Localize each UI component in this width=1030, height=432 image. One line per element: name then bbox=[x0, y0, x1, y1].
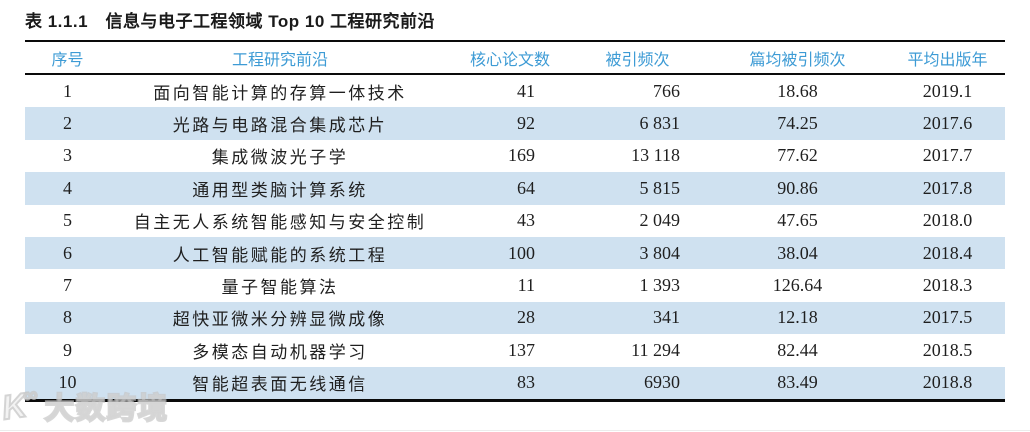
page-bottom-divider bbox=[0, 430, 1030, 431]
cell-citations: 766 bbox=[653, 80, 680, 101]
table-row: 4 通用型类脑计算系统 64 5 815 90.86 2017.8 bbox=[25, 172, 1005, 205]
cell-citations: 6930 bbox=[644, 372, 680, 393]
table-row: 1 面向智能计算的存算一体技术 41 766 18.68 2019.1 bbox=[25, 74, 1005, 107]
research-fronts-table: 序号 工程研究前沿 核心论文数 被引频次 篇均被引频次 平均出版年 1 面向智能计… bbox=[25, 40, 1005, 402]
cell-front: 超快亚微米分辨显微成像 bbox=[172, 310, 388, 330]
cell-year: 2017.8 bbox=[922, 177, 973, 198]
cell-year: 2018.0 bbox=[922, 210, 973, 231]
cell-year: 2018.4 bbox=[922, 242, 973, 263]
cell-cpp: 77.62 bbox=[777, 145, 818, 166]
header-citations: 被引频次 bbox=[570, 41, 705, 75]
header-row: 序号 工程研究前沿 核心论文数 被引频次 篇均被引频次 平均出版年 bbox=[25, 41, 1005, 75]
cell-papers: 137 bbox=[508, 339, 535, 360]
cell-citations: 2 049 bbox=[639, 210, 681, 231]
cell-papers: 64 bbox=[517, 177, 535, 198]
cell-front: 人工智能赋能的系统工程 bbox=[172, 245, 388, 265]
table-row: 2 光路与电路混合集成芯片 92 6 831 74.25 2017.6 bbox=[25, 107, 1005, 140]
cell-rank: 1 bbox=[63, 80, 72, 101]
cell-year: 2018.3 bbox=[922, 275, 973, 296]
header-rank: 序号 bbox=[25, 41, 110, 75]
cell-rank: 4 bbox=[63, 177, 72, 198]
cell-citations: 6 831 bbox=[639, 113, 681, 134]
header-papers: 核心论文数 bbox=[450, 41, 570, 75]
cell-front: 量子智能算法 bbox=[221, 278, 339, 298]
table-row: 6 人工智能赋能的系统工程 100 3 804 38.04 2018.4 bbox=[25, 236, 1005, 270]
cell-front: 光路与电路混合集成芯片 bbox=[172, 116, 388, 136]
cell-papers: 41 bbox=[517, 80, 535, 101]
table-header: 序号 工程研究前沿 核心论文数 被引频次 篇均被引频次 平均出版年 bbox=[25, 41, 1005, 75]
cell-rank: 8 bbox=[63, 307, 72, 328]
cell-front: 多模态自动机器学习 bbox=[192, 342, 368, 362]
cell-front: 智能超表面无线通信 bbox=[192, 375, 368, 395]
cell-papers: 169 bbox=[508, 145, 535, 166]
cell-cpp: 47.65 bbox=[777, 210, 818, 231]
cell-front: 通用型类脑计算系统 bbox=[192, 180, 368, 200]
table-container: 序号 工程研究前沿 核心论文数 被引频次 篇均被引频次 平均出版年 1 面向智能计… bbox=[25, 40, 1005, 402]
table-row: 7 量子智能算法 11 1 393 126.64 2018.3 bbox=[25, 269, 1005, 301]
cell-year: 2019.1 bbox=[922, 80, 973, 101]
table-row: 3 集成微波光子学 169 13 118 77.62 2017.7 bbox=[25, 140, 1005, 172]
header-year: 平均出版年 bbox=[890, 41, 1005, 75]
cell-citations: 341 bbox=[653, 307, 680, 328]
cell-citations: 1 393 bbox=[639, 275, 681, 296]
table-row: 9 多模态自动机器学习 137 11 294 82.44 2018.5 bbox=[25, 334, 1005, 366]
cell-cpp: 82.44 bbox=[777, 339, 818, 360]
cell-year: 2017.7 bbox=[922, 145, 973, 166]
cell-rank: 9 bbox=[63, 339, 72, 360]
cell-year: 2018.8 bbox=[922, 372, 973, 393]
header-cpp: 篇均被引频次 bbox=[705, 41, 890, 75]
cell-year: 2018.5 bbox=[922, 339, 973, 360]
table-row: 5 自主无人系统智能感知与安全控制 43 2 049 47.65 2018.0 bbox=[25, 205, 1005, 237]
cell-year: 2017.5 bbox=[922, 307, 973, 328]
cell-cpp: 18.68 bbox=[777, 80, 818, 101]
cell-papers: 92 bbox=[517, 113, 535, 134]
cell-year: 2017.6 bbox=[922, 113, 973, 134]
cell-citations: 3 804 bbox=[639, 242, 681, 263]
cell-rank: 7 bbox=[63, 275, 72, 296]
cell-citations: 13 118 bbox=[631, 145, 680, 166]
cell-papers: 83 bbox=[517, 372, 535, 393]
cell-papers: 28 bbox=[517, 307, 535, 328]
cell-rank: 5 bbox=[63, 210, 72, 231]
table-title: 表 1.1.1 信息与电子工程领域 Top 10 工程研究前沿 bbox=[25, 12, 436, 31]
cell-citations: 5 815 bbox=[639, 177, 681, 198]
cell-papers: 43 bbox=[517, 210, 535, 231]
table-row: 10 智能超表面无线通信 83 6930 83.49 2018.8 bbox=[25, 366, 1005, 401]
cell-front: 集成微波光子学 bbox=[211, 148, 349, 168]
table-row: 8 超快亚微米分辨显微成像 28 341 12.18 2017.5 bbox=[25, 301, 1005, 335]
cell-citations: 11 294 bbox=[631, 339, 680, 360]
cell-papers: 100 bbox=[508, 242, 535, 263]
cell-cpp: 126.64 bbox=[772, 275, 823, 296]
cell-cpp: 90.86 bbox=[777, 177, 818, 198]
cell-cpp: 38.04 bbox=[777, 242, 818, 263]
table-body: 1 面向智能计算的存算一体技术 41 766 18.68 2019.1 2 光路与电路混合集成… bbox=[25, 74, 1005, 401]
cell-cpp: 74.25 bbox=[777, 113, 818, 134]
header-front: 工程研究前沿 bbox=[110, 41, 450, 75]
cell-cpp: 83.49 bbox=[777, 372, 818, 393]
cell-front: 自主无人系统智能感知与安全控制 bbox=[133, 213, 427, 233]
cell-papers: 11 bbox=[517, 275, 535, 296]
cell-rank: 10 bbox=[58, 372, 77, 393]
cell-front: 面向智能计算的存算一体技术 bbox=[153, 83, 407, 103]
cell-rank: 3 bbox=[63, 145, 72, 166]
cell-rank: 6 bbox=[63, 242, 72, 263]
cell-cpp: 12.18 bbox=[777, 307, 818, 328]
cell-rank: 2 bbox=[63, 113, 72, 134]
